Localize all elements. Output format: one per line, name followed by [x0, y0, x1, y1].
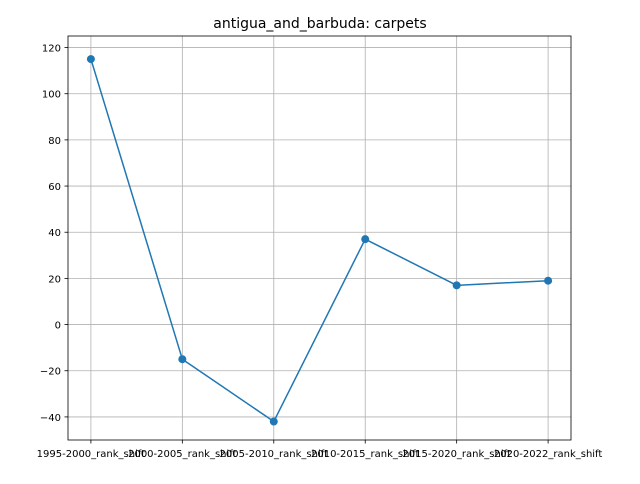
x-tick-label: 2005-2010_rank_shift — [220, 449, 329, 460]
x-tick-label: 2010-2015_rank_shift — [311, 449, 420, 460]
grid — [68, 36, 571, 440]
y-tick-label: 40 — [48, 228, 61, 239]
x-tick-label: 1995-2000_rank_shift — [37, 449, 146, 460]
x-tick-label: 2015-2020_rank_shift — [402, 449, 511, 460]
y-tick-label: 0 — [55, 321, 61, 332]
plot-frame — [67, 35, 572, 441]
y-tick-label: 80 — [48, 136, 61, 147]
y-tick-label: 60 — [48, 182, 61, 193]
data-point — [361, 235, 370, 244]
data-point — [452, 281, 461, 290]
y-tick-label: 20 — [48, 274, 61, 285]
chart-title: antigua_and_barbuda: carpets — [213, 16, 426, 32]
data-point — [86, 55, 95, 64]
y-tick-label: −40 — [40, 413, 61, 424]
x-tick-label: 2000-2005_rank_shift — [128, 449, 237, 460]
series-line — [90, 58, 549, 423]
y-tick-label: 120 — [42, 44, 61, 55]
x-tick-label: 2020-2022_rank_shift — [494, 449, 603, 460]
axes: −40 −20 0 20 40 60 80 100 120 1995-2000_rank_shif… — [37, 35, 603, 460]
data-point — [269, 417, 278, 426]
data-point — [544, 276, 553, 285]
series-layer — [86, 55, 553, 426]
y-tick-label: 100 — [42, 90, 61, 101]
y-tick-label: −20 — [40, 367, 61, 378]
data-point — [178, 355, 187, 364]
